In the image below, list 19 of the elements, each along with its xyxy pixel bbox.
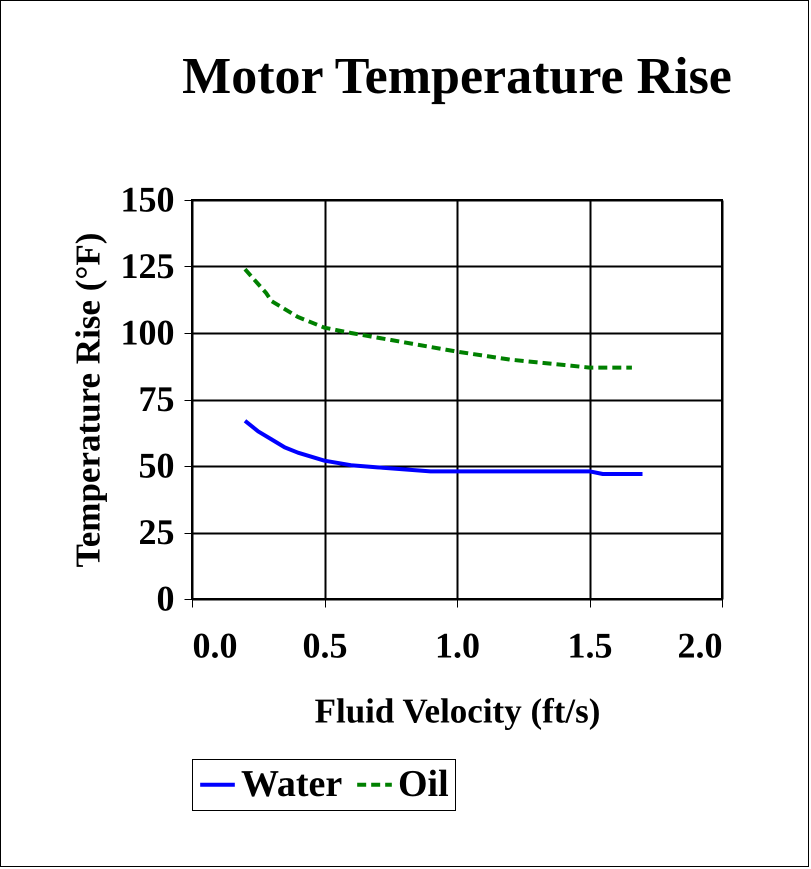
y-axis-title: Temperature Rise (°F) [68,232,108,568]
x-tick-label: 0.5 [302,626,348,666]
y-tick-label: 0 [156,578,174,618]
x-tick-label: 0.0 [192,626,238,666]
chart-title: Motor Temperature Rise [182,48,732,105]
y-tick-label: 75 [138,379,174,419]
y-tick-label: 125 [120,246,174,286]
x-tick-label: 1.5 [568,626,612,666]
y-tick-label: 25 [138,512,174,552]
legend-label: Water [241,762,342,805]
y-tick-label: 150 [120,180,174,220]
x-axis-title: Fluid Velocity (ft/s) [314,692,600,730]
line-series [243,418,644,476]
legend-label: Oil [398,762,449,805]
line-series [243,267,634,370]
x-tick-label: 2.0 [678,626,722,666]
x-tick-label: 1.0 [435,626,480,666]
y-tick-label: 100 [120,312,174,352]
y-tick-label: 50 [138,446,174,486]
